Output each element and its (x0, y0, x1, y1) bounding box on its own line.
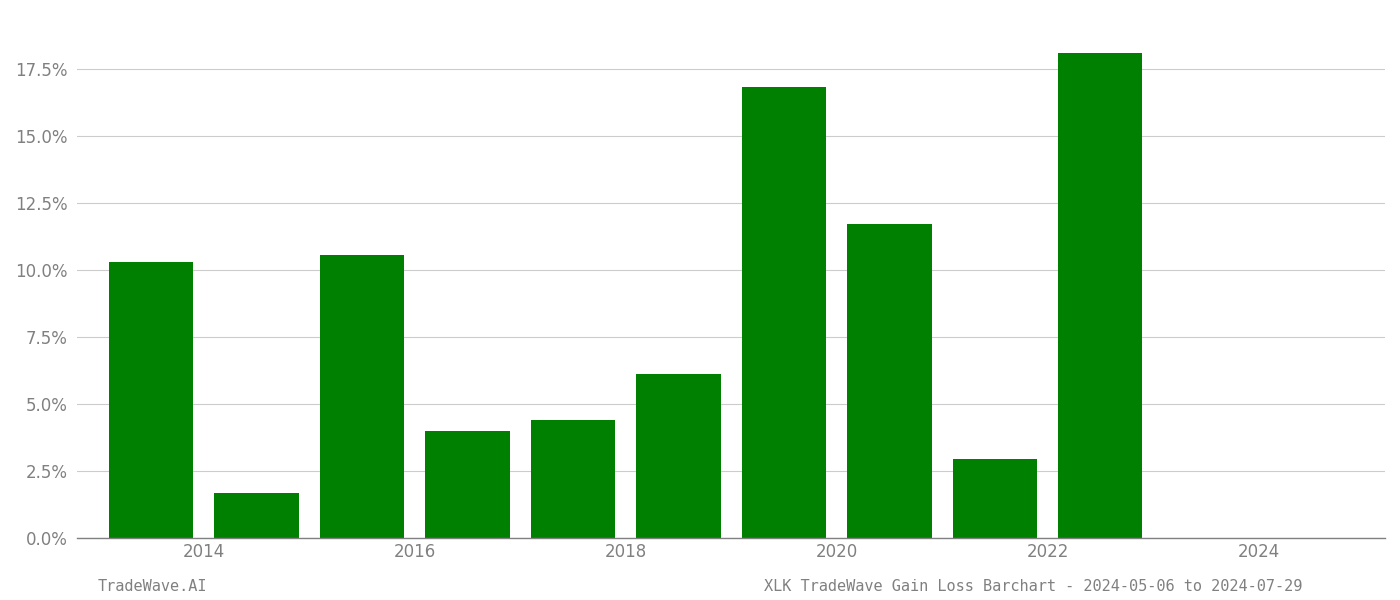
Bar (531, 420, 615, 538)
Bar (742, 88, 826, 538)
Bar (952, 459, 1037, 538)
Bar (214, 493, 298, 538)
Bar (426, 431, 510, 538)
Text: XLK TradeWave Gain Loss Barchart - 2024-05-06 to 2024-07-29: XLK TradeWave Gain Loss Barchart - 2024-… (763, 579, 1302, 594)
Bar (319, 255, 405, 538)
Text: TradeWave.AI: TradeWave.AI (98, 579, 207, 594)
Bar (636, 374, 721, 538)
Bar (1058, 53, 1142, 538)
Bar (847, 224, 931, 538)
Bar (109, 262, 193, 538)
